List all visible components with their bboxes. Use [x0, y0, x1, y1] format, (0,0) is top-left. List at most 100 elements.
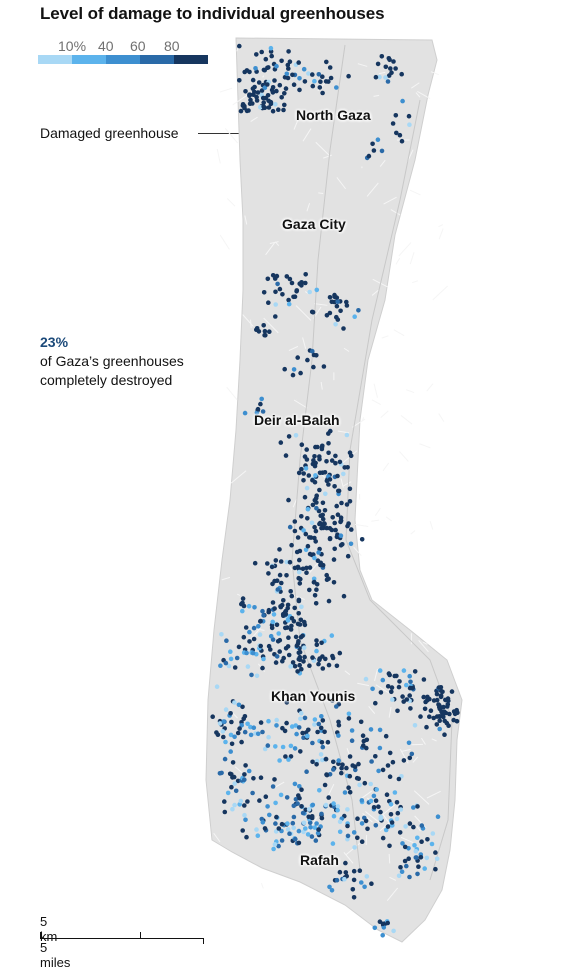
greenhouse-point [312, 454, 317, 459]
greenhouse-point [307, 588, 312, 593]
greenhouse-point [288, 664, 293, 669]
greenhouse-point [258, 644, 263, 649]
greenhouse-point [310, 655, 315, 660]
greenhouse-point [357, 783, 362, 788]
greenhouse-point [283, 754, 288, 759]
greenhouse-point [232, 700, 237, 705]
greenhouse-point [271, 600, 276, 605]
greenhouse-point [315, 582, 320, 587]
greenhouse-point [374, 798, 379, 803]
greenhouse-point [280, 838, 285, 843]
greenhouse-point [266, 65, 271, 70]
greenhouse-point [374, 823, 379, 828]
greenhouse-point [245, 799, 250, 804]
scale-tick-start [40, 932, 41, 938]
greenhouse-point [324, 526, 329, 531]
greenhouse-point [348, 487, 353, 492]
greenhouse-point [399, 807, 404, 812]
greenhouse-point [314, 638, 319, 643]
greenhouse-point [230, 742, 235, 747]
greenhouse-point [275, 654, 280, 659]
greenhouse-point [326, 795, 331, 800]
greenhouse-point [322, 730, 327, 735]
greenhouse-point [259, 50, 264, 55]
scale-tick-mile [203, 938, 204, 944]
greenhouse-point [271, 847, 276, 852]
greenhouse-point [250, 791, 255, 796]
greenhouse-point [338, 870, 343, 875]
greenhouse-point [408, 821, 413, 826]
greenhouse-point [352, 878, 357, 883]
greenhouse-point [395, 817, 400, 822]
greenhouse-point [403, 859, 408, 864]
greenhouse-point [273, 102, 278, 107]
greenhouse-point [376, 62, 381, 67]
greenhouse-point [350, 738, 355, 743]
greenhouse-point [327, 663, 332, 668]
street-segment [374, 384, 377, 398]
greenhouse-point [337, 723, 342, 728]
greenhouse-point [303, 272, 308, 277]
greenhouse-point [333, 454, 338, 459]
greenhouse-point [231, 760, 236, 765]
greenhouse-point [274, 558, 279, 563]
greenhouse-point [255, 674, 260, 679]
greenhouse-point [332, 547, 337, 552]
greenhouse-point [312, 556, 317, 561]
greenhouse-point [352, 830, 357, 835]
greenhouse-point [384, 65, 389, 70]
greenhouse-point [349, 542, 354, 547]
greenhouse-point [318, 79, 323, 84]
greenhouse-point [325, 313, 330, 318]
greenhouse-point [319, 641, 324, 646]
greenhouse-point [228, 649, 233, 654]
greenhouse-point [455, 719, 460, 724]
greenhouse-point [249, 733, 254, 738]
greenhouse-point [341, 326, 346, 331]
greenhouse-point [362, 885, 367, 890]
greenhouse-point [345, 824, 350, 829]
greenhouse-point [442, 710, 447, 715]
street-segment [396, 258, 400, 264]
greenhouse-point [297, 796, 302, 801]
greenhouse-point [245, 109, 250, 114]
greenhouse-point [232, 781, 237, 786]
street-segment [386, 517, 392, 521]
greenhouse-point [302, 67, 307, 72]
greenhouse-point [319, 526, 324, 531]
greenhouse-point [310, 834, 315, 839]
greenhouse-point [338, 830, 343, 835]
greenhouse-point [364, 677, 369, 682]
greenhouse-point [378, 816, 383, 821]
greenhouse-point [314, 649, 319, 654]
greenhouse-point [295, 550, 300, 555]
greenhouse-point [298, 371, 303, 376]
greenhouse-point [276, 587, 281, 592]
greenhouse-point [425, 698, 430, 703]
greenhouse-point [258, 402, 263, 407]
greenhouse-point [416, 864, 421, 869]
greenhouse-point [319, 752, 324, 757]
street-segment [427, 384, 433, 391]
greenhouse-point [276, 631, 281, 636]
greenhouse-point [381, 836, 386, 841]
greenhouse-point [319, 714, 324, 719]
greenhouse-point [345, 433, 350, 438]
greenhouse-point [301, 471, 306, 476]
greenhouse-point [284, 453, 289, 458]
greenhouse-point [241, 596, 246, 601]
greenhouse-point [273, 842, 278, 847]
street-segment [400, 452, 409, 462]
street-segment [381, 411, 389, 418]
greenhouse-point [329, 76, 334, 81]
greenhouse-point [360, 798, 365, 803]
greenhouse-point [398, 133, 403, 138]
greenhouse-point [310, 741, 315, 746]
greenhouse-point [286, 49, 291, 54]
greenhouse-point [254, 95, 259, 100]
greenhouse-point [252, 626, 257, 631]
greenhouse-point [307, 663, 312, 668]
scale-tick-km [140, 932, 141, 938]
greenhouse-point [313, 539, 318, 544]
greenhouse-point [397, 874, 402, 879]
